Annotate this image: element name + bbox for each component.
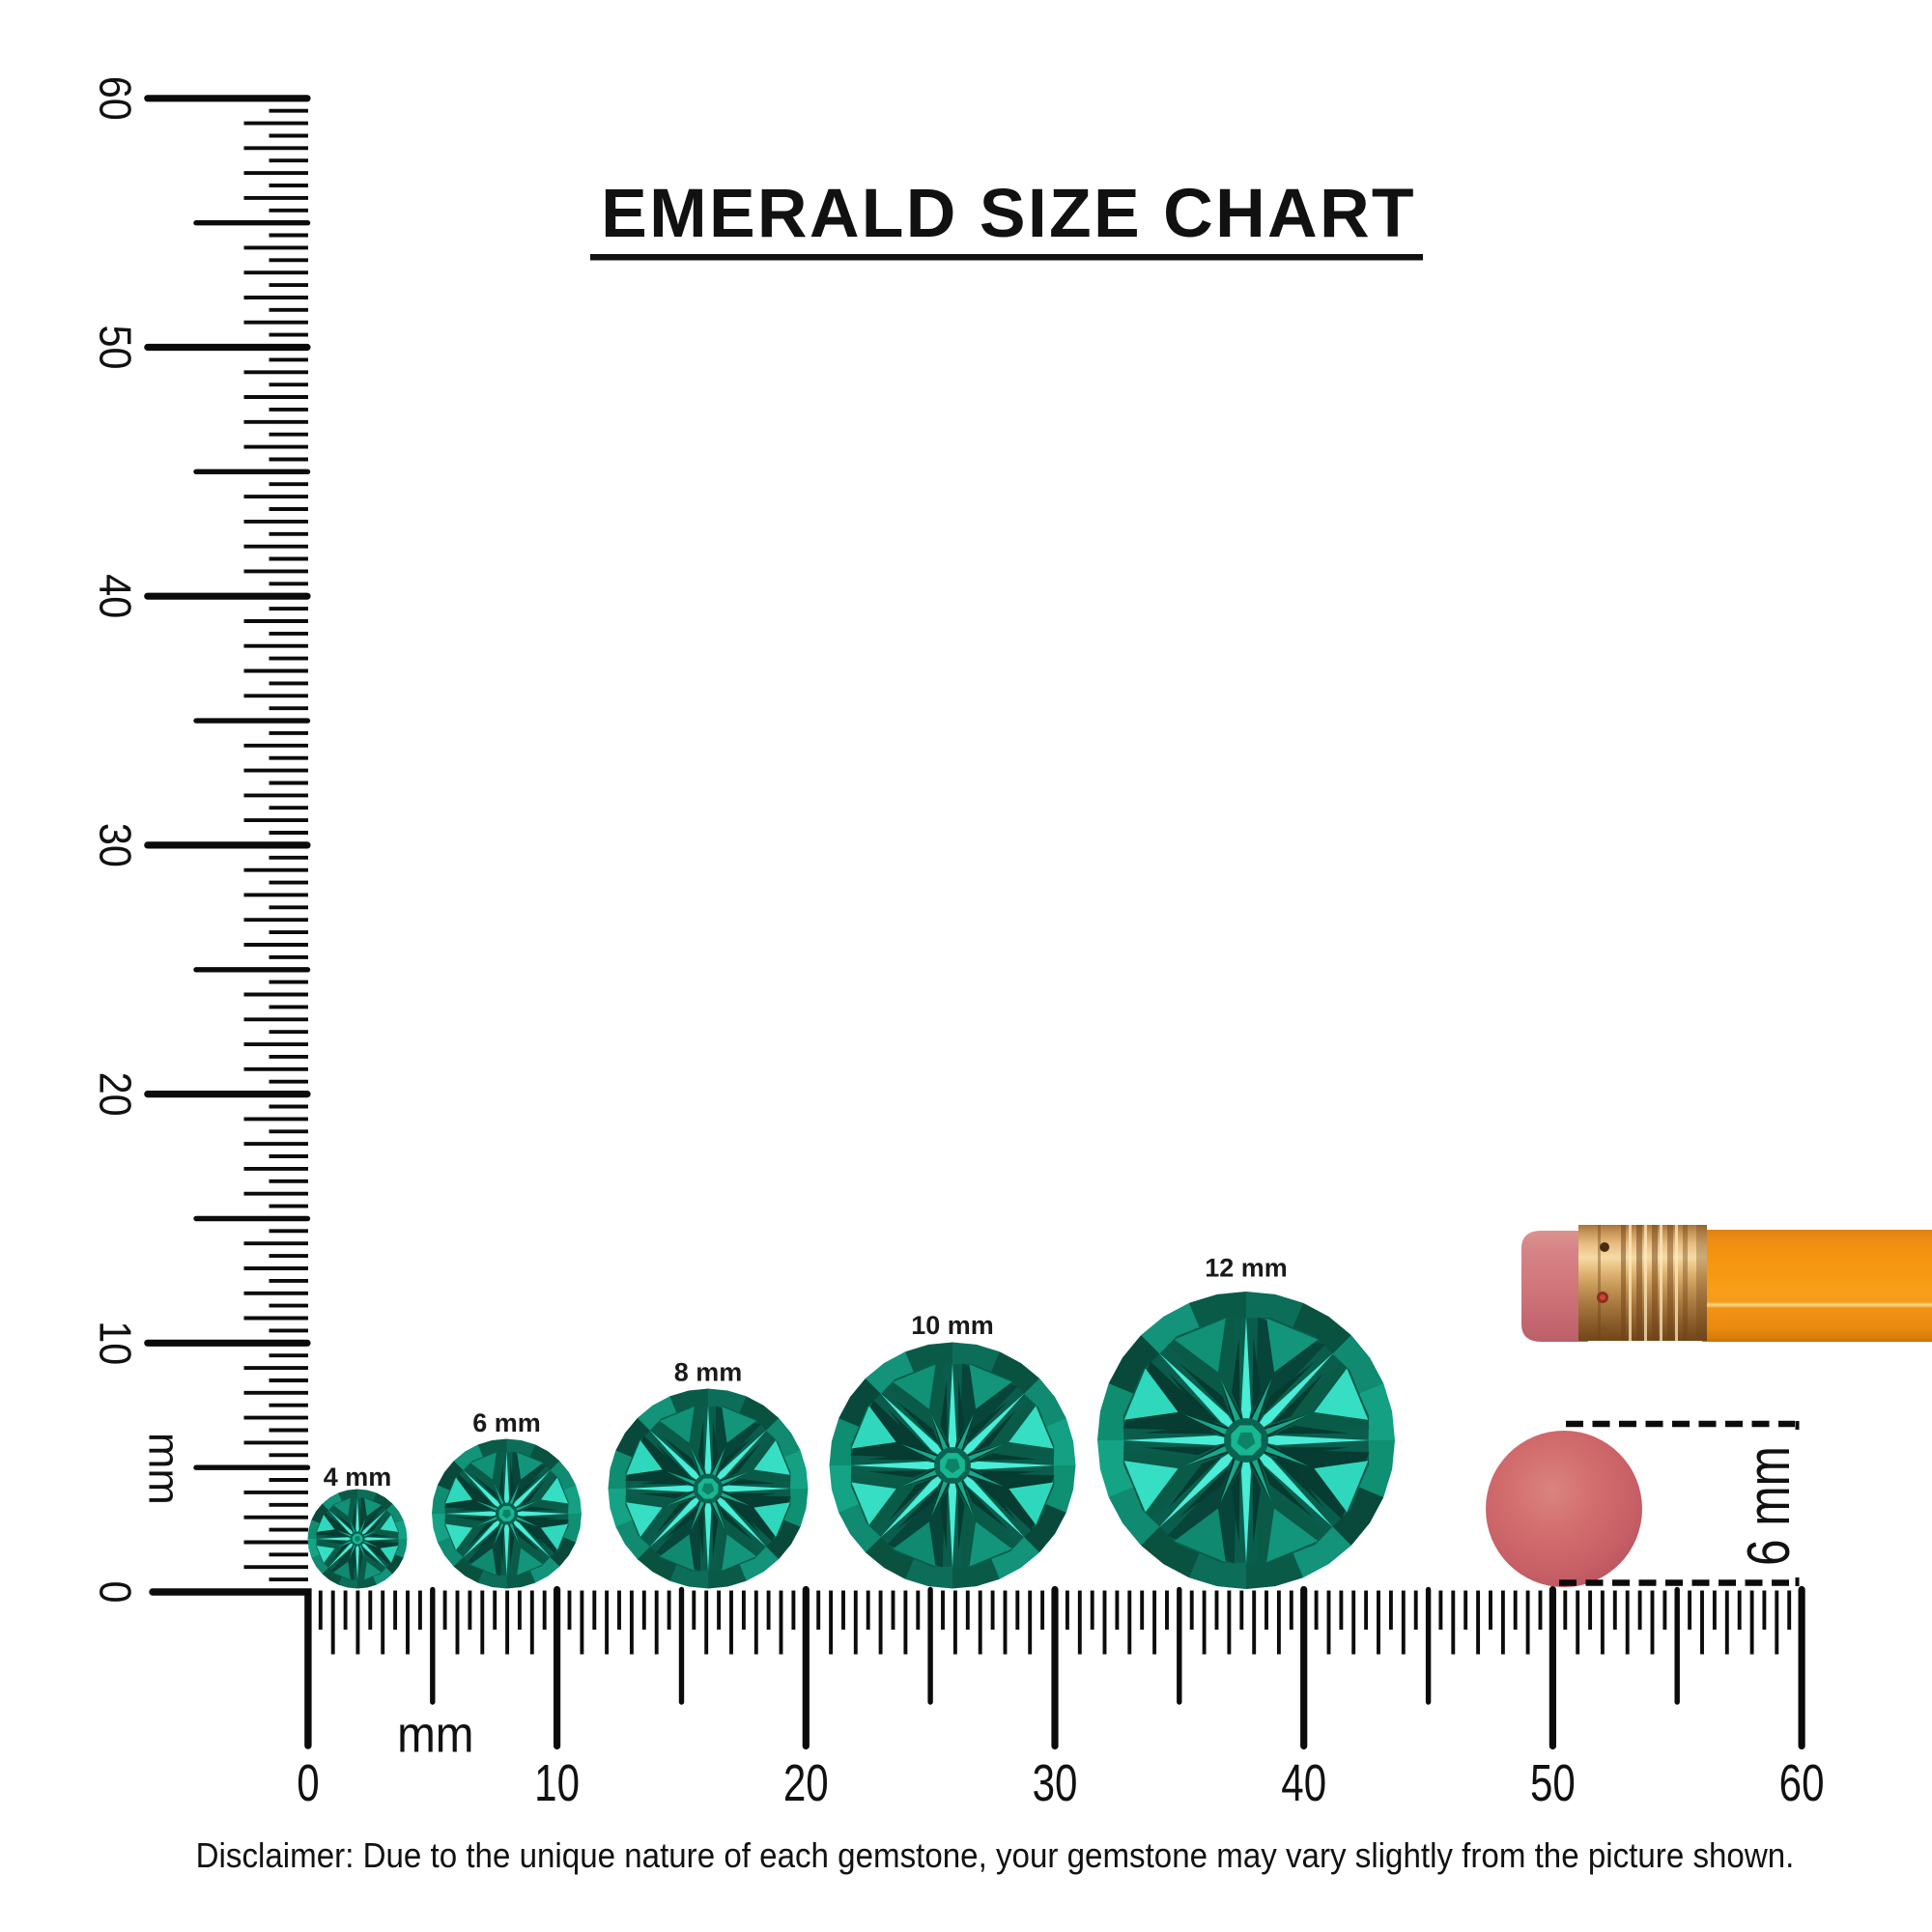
svg-text:12 mm: 12 mm <box>1205 1254 1288 1283</box>
svg-text:0: 0 <box>297 1754 319 1812</box>
svg-text:40: 40 <box>90 574 140 618</box>
svg-text:60: 60 <box>90 76 140 121</box>
svg-text:10: 10 <box>90 1321 140 1365</box>
svg-text:EMERALD SIZE CHART: EMERALD SIZE CHART <box>601 175 1416 252</box>
svg-text:40: 40 <box>1281 1754 1326 1812</box>
svg-text:20: 20 <box>783 1754 829 1812</box>
svg-text:50: 50 <box>1530 1754 1576 1812</box>
svg-text:10 mm: 10 mm <box>911 1311 994 1340</box>
svg-text:6 mm: 6 mm <box>472 1408 541 1437</box>
svg-text:0: 0 <box>90 1580 140 1603</box>
svg-text:6 mm: 6 mm <box>1735 1446 1803 1566</box>
svg-text:mm: mm <box>397 1705 473 1763</box>
svg-text:30: 30 <box>1033 1754 1078 1812</box>
svg-text:Disclaimer: Due to the unique: Disclaimer: Due to the unique nature of … <box>196 1836 1795 1876</box>
svg-text:mm: mm <box>140 1433 189 1505</box>
svg-text:10: 10 <box>534 1754 580 1812</box>
svg-text:50: 50 <box>90 325 140 369</box>
svg-text:30: 30 <box>90 823 140 867</box>
svg-text:20: 20 <box>90 1072 140 1117</box>
svg-text:4 mm: 4 mm <box>324 1463 392 1492</box>
svg-text:8 mm: 8 mm <box>674 1358 743 1387</box>
svg-text:60: 60 <box>1779 1754 1825 1812</box>
